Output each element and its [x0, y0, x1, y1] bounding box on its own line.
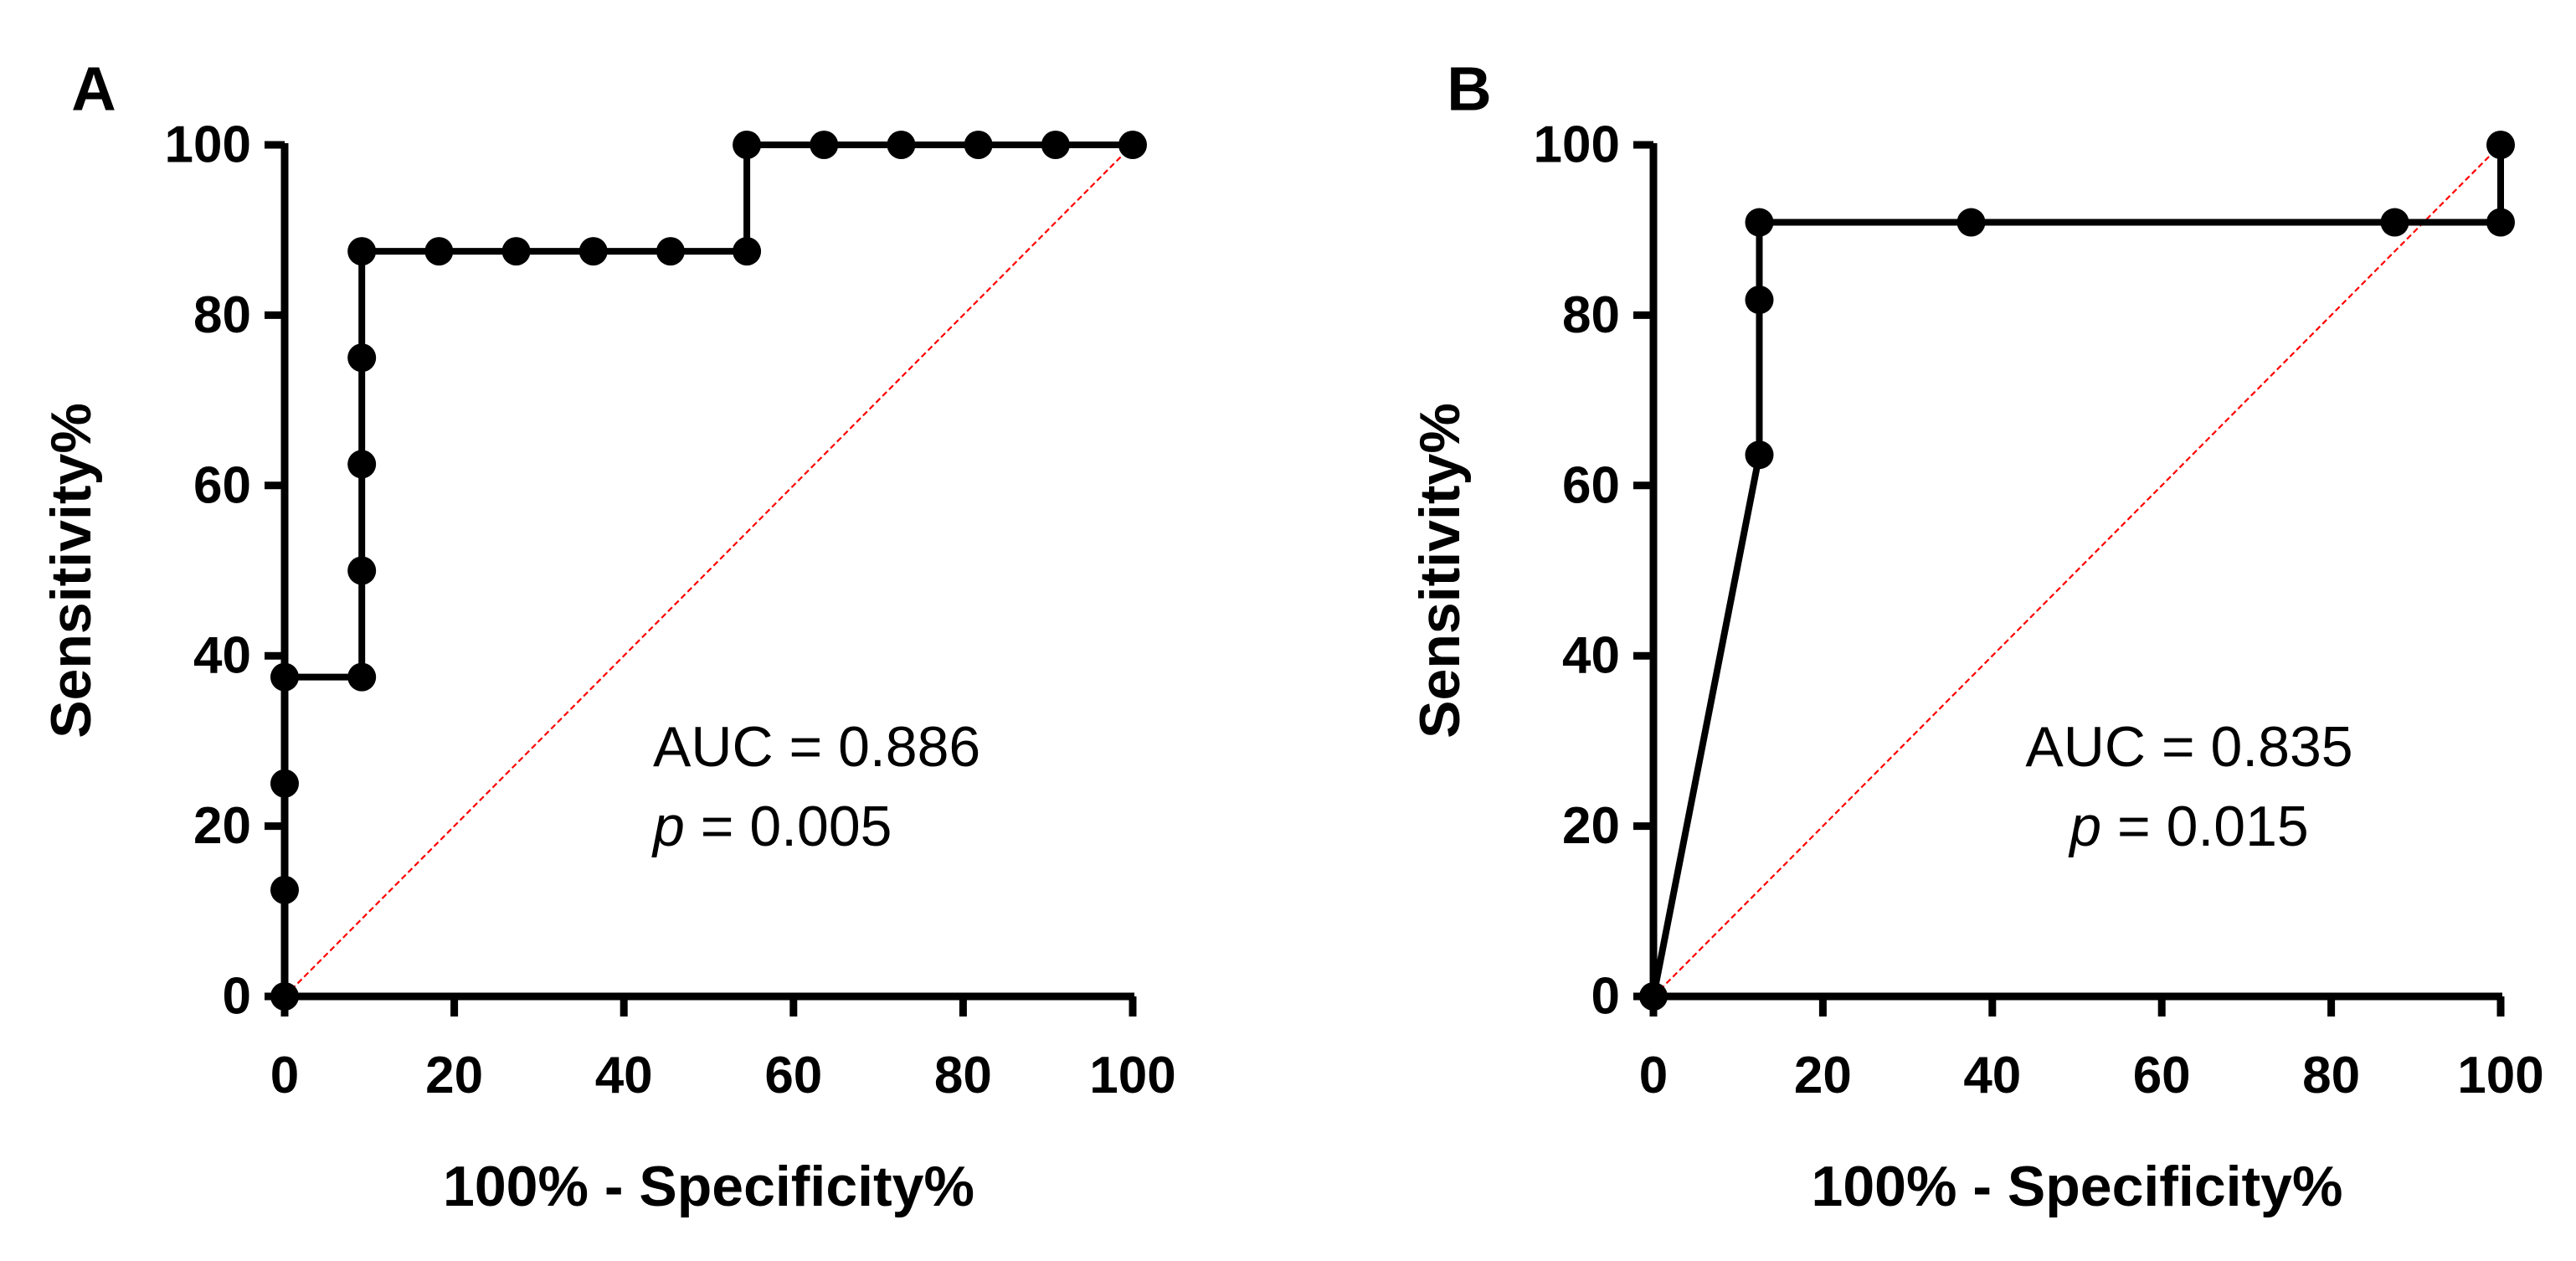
roc-point	[733, 237, 762, 266]
y-tick-label: 40	[1562, 627, 1620, 685]
roc-point	[347, 450, 377, 479]
x-tick-label: 60	[764, 1047, 822, 1104]
x-tick-label: 20	[425, 1047, 483, 1104]
x-tick-label: 80	[934, 1047, 992, 1104]
roc-point	[656, 237, 685, 266]
roc-point	[578, 237, 608, 266]
roc-point	[2486, 208, 2515, 237]
x-tick-label: 100	[2457, 1047, 2543, 1104]
x-axis-title: 100% - Specificity%	[1812, 1155, 2343, 1218]
x-tick-label: 0	[270, 1047, 299, 1104]
p-value-annotation: p = 0.005	[651, 795, 892, 858]
roc-point	[347, 556, 377, 585]
roc-point	[2380, 208, 2409, 237]
p-symbol: p	[651, 795, 685, 858]
x-tick-label: 0	[1639, 1047, 1668, 1104]
x-tick-label: 40	[595, 1047, 653, 1104]
p-value-annotation: p = 0.015	[2068, 795, 2309, 858]
p-symbol: p	[2068, 795, 2101, 858]
x-tick-label: 40	[1963, 1047, 2021, 1104]
roc-point	[270, 875, 299, 904]
y-axis-title: Sensitivity%	[39, 403, 103, 739]
roc-point	[2486, 131, 2515, 159]
p-value: = 0.015	[2101, 795, 2309, 858]
roc-point	[887, 131, 916, 159]
panel-letter: A	[71, 54, 116, 124]
roc-point	[270, 662, 299, 692]
roc-point	[347, 237, 377, 266]
roc-point	[1745, 440, 1774, 470]
roc-point	[1041, 131, 1070, 159]
roc-point	[1745, 286, 1774, 315]
roc-point	[347, 662, 377, 692]
y-tick-label: 60	[1562, 456, 1620, 514]
roc-point	[1639, 982, 1668, 1011]
roc-point	[270, 982, 299, 1011]
y-tick-label: 80	[1562, 286, 1620, 344]
x-tick-label: 20	[1794, 1047, 1852, 1104]
x-tick-label: 80	[2302, 1047, 2360, 1104]
roc-curve	[1650, 145, 2504, 997]
x-axis-title: 100% - Specificity%	[443, 1155, 974, 1218]
roc-point	[1956, 208, 1986, 237]
y-tick-label: 0	[1591, 968, 1620, 1026]
auc-annotation: AUC = 0.886	[653, 715, 980, 779]
chart-panel-b: B 0 20 40 60 80 100 0 20 40 60 80 100 100% - Specific…	[1408, 54, 2544, 1218]
y-tick-label: 40	[193, 627, 251, 685]
y-tick-label: 0	[223, 968, 251, 1026]
roc-point	[810, 131, 839, 159]
reference-line	[1653, 144, 2501, 997]
y-tick-label: 80	[193, 286, 251, 344]
roc-point	[964, 131, 993, 159]
roc-point	[733, 131, 762, 159]
roc-point	[1745, 208, 1774, 237]
reference-line	[284, 144, 1134, 997]
y-tick-label: 100	[165, 116, 251, 174]
p-value: = 0.005	[685, 795, 892, 858]
chart-panel-a: A 0 20 40 60 80 100 0 20 40 60 80 100 100% - Specific…	[39, 54, 1176, 1218]
auc-annotation: AUC = 0.835	[2025, 715, 2352, 779]
roc-point	[1118, 131, 1147, 159]
y-tick-label: 100	[1534, 116, 1620, 174]
roc-point	[347, 343, 377, 373]
roc-point	[501, 237, 531, 266]
x-tick-label: 100	[1089, 1047, 1175, 1104]
panel-letter: B	[1447, 54, 1491, 124]
y-tick-label: 60	[193, 456, 251, 514]
roc-point	[270, 769, 299, 798]
y-tick-label: 20	[193, 797, 251, 855]
roc-point	[424, 237, 454, 266]
y-axis-title: Sensitivity%	[1408, 403, 1472, 739]
y-tick-label: 20	[1562, 797, 1620, 855]
x-tick-label: 60	[2133, 1047, 2191, 1104]
